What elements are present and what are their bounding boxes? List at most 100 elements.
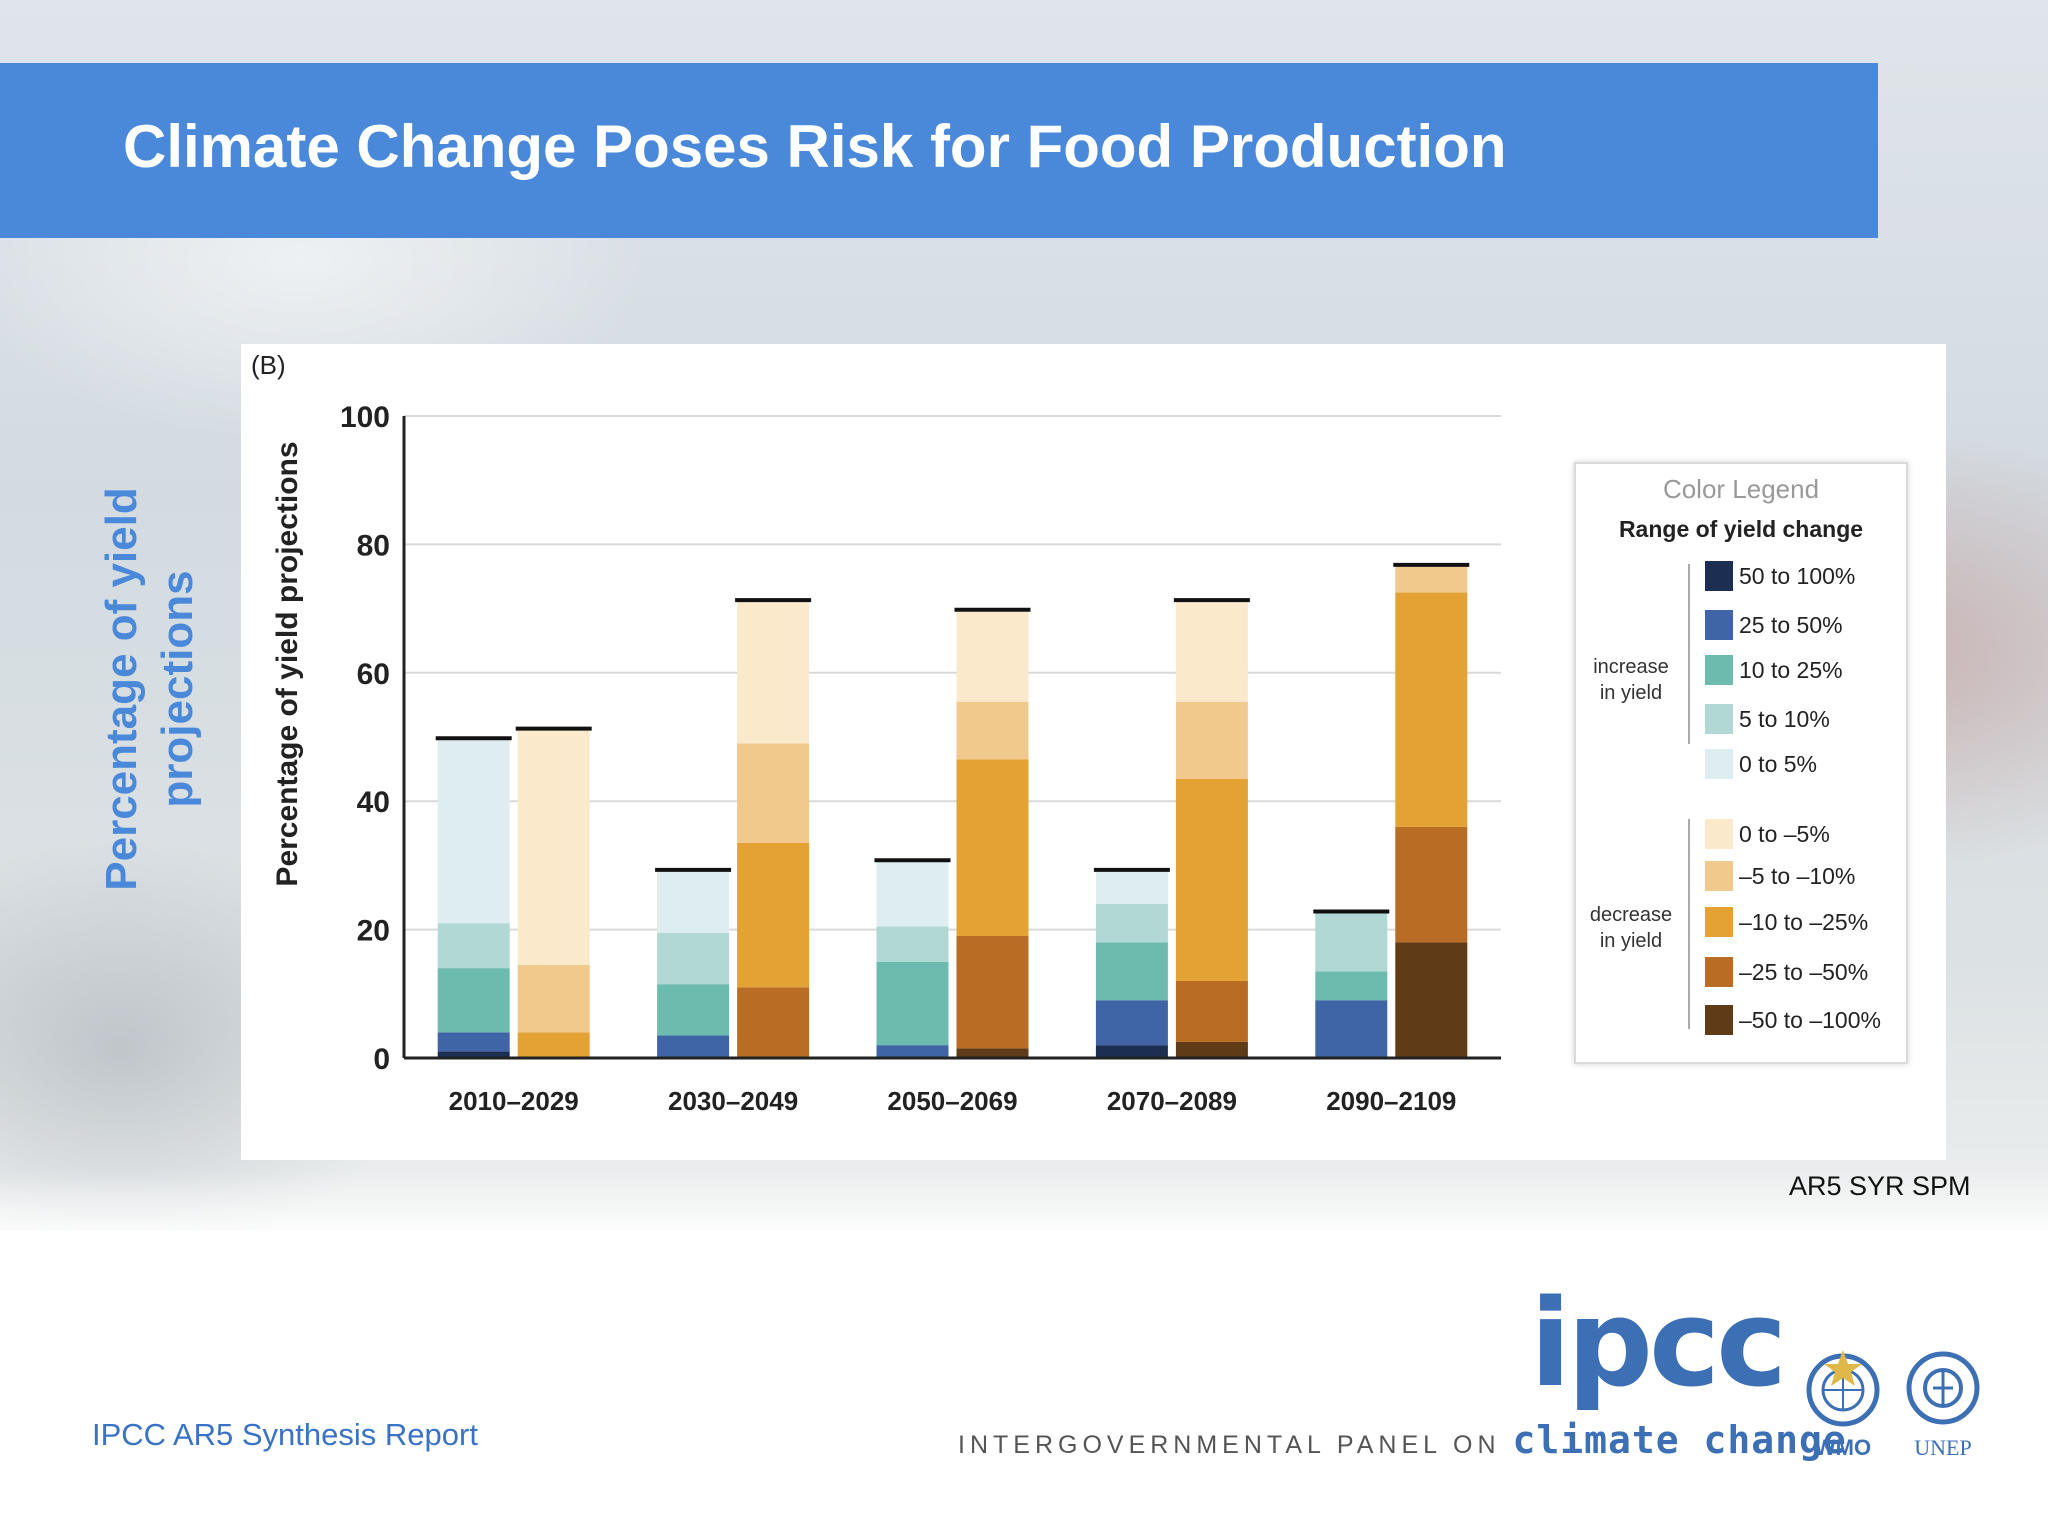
legend-label: 5 to 10%	[1739, 705, 1830, 732]
color-legend: Color Legend Range of yield change 50 to…	[1574, 462, 1908, 1064]
bar-segment-increase	[1315, 971, 1388, 1001]
decrease-arrow	[1688, 819, 1690, 1029]
bar-segment-decrease	[1175, 1041, 1248, 1058]
y-tick-label: 80	[357, 529, 390, 562]
legend-label: 25 to 50%	[1739, 611, 1843, 638]
stacked-bar-chart: (B) Percentage of yield projections 0 20 4…	[251, 350, 1501, 1116]
legend-label: 0 to –5%	[1739, 820, 1830, 847]
bar-segment-decrease	[956, 936, 1029, 1049]
legend-swatch	[1705, 861, 1733, 891]
bar-segment-increase	[876, 1045, 949, 1058]
legend-item: 25 to 50%	[1705, 610, 1843, 640]
bar-segment-increase	[1315, 1000, 1388, 1058]
x-category-label: 2050–2069	[887, 1086, 1017, 1116]
y-tick-labels: 0 20 40 60 80 100	[340, 401, 390, 1076]
bar-segment-decrease	[517, 730, 590, 965]
bar-segment-decrease	[956, 1048, 1029, 1058]
bar-segment-increase	[1095, 1045, 1168, 1058]
x-category-label: 2070–2089	[1107, 1086, 1237, 1116]
bar-segment-decrease	[1395, 942, 1468, 1058]
source-note: AR5 SYR SPM	[1789, 1171, 1971, 1201]
bar-segment-decrease	[517, 1032, 590, 1058]
bar-segment-increase	[437, 968, 510, 1033]
bar-segment-decrease	[1175, 980, 1248, 1042]
legend-item: 0 to –5%	[1705, 819, 1830, 849]
legend-group-decrease: decrease in yield	[1589, 904, 1673, 952]
legend-swatch	[1705, 749, 1733, 779]
bar-segment-increase	[437, 1032, 510, 1052]
unep-logo: UNEP	[1900, 1348, 1986, 1460]
bar-segment-decrease	[737, 987, 810, 1058]
y-tick-label: 20	[357, 915, 390, 948]
y-tick-label: 40	[357, 786, 390, 819]
bar-segment-increase	[1095, 871, 1168, 904]
y-tick-label: 60	[357, 658, 390, 691]
legend-label: 0 to 5%	[1739, 750, 1817, 777]
legend-swatch	[1705, 819, 1733, 849]
legend-item: –25 to –50%	[1705, 957, 1868, 987]
bar-segment-increase	[876, 961, 949, 1046]
ipcc-logo: ipcc	[1530, 1275, 1787, 1414]
ipcc-tagline-text: INTERGOVERNMENTAL PANEL ON	[958, 1431, 1501, 1459]
bar-segment-increase	[1315, 913, 1388, 972]
bar-segment-increase	[876, 862, 949, 927]
bar-segment-decrease	[956, 759, 1029, 937]
legend-label: –5 to –10%	[1739, 862, 1856, 889]
bar-segment-decrease	[737, 602, 810, 744]
legend-item: –5 to –10%	[1705, 861, 1855, 891]
legend-label: –10 to –25%	[1739, 908, 1869, 935]
panel-label: (B)	[251, 350, 286, 380]
bar-segment-increase	[437, 740, 510, 924]
x-category-label: 2090–2109	[1326, 1086, 1456, 1116]
bars	[435, 562, 1470, 1058]
legend-title: Color Legend	[1662, 474, 1820, 504]
bar-segment-increase	[657, 871, 730, 933]
ipcc-tagline: INTERGOVERNMENTAL PANEL ON climate chang…	[958, 1418, 1847, 1462]
legend-swatch	[1705, 907, 1733, 937]
slide-title: Climate Change Poses Risk for Food Produ…	[123, 113, 1507, 180]
bar-segment-decrease	[737, 743, 810, 843]
legend-group-increase: increase in yield	[1593, 656, 1669, 704]
bar-segment-increase	[657, 932, 730, 985]
bar-segment-increase	[1095, 1000, 1168, 1046]
x-category-label: 2010–2029	[449, 1086, 579, 1116]
increase-arrow	[1688, 564, 1690, 744]
legend-label: –50 to –100%	[1739, 1006, 1881, 1033]
bar-segment-decrease	[956, 701, 1029, 760]
legend-item: 5 to 10%	[1705, 704, 1830, 734]
bar-segment-increase	[1095, 903, 1168, 943]
y-tick-label: 0	[373, 1043, 390, 1076]
background-fade	[0, 1170, 2048, 1250]
bar-segment-increase	[1095, 942, 1168, 1001]
legend-item: –50 to –100%	[1705, 1005, 1881, 1035]
x-category-labels: 2010–2029 2030–2049 2050–2069 2070–2089 2090…	[449, 1086, 1457, 1116]
legend-swatch	[1705, 1005, 1733, 1035]
wmo-emblem-icon	[1806, 1350, 1880, 1427]
legend-item: –10 to –25%	[1705, 907, 1868, 937]
legend-item: 10 to 25%	[1705, 655, 1843, 685]
bar-segment-increase	[437, 923, 510, 969]
legend-item: 50 to 100%	[1705, 561, 1855, 591]
bar-segment-decrease	[1395, 592, 1468, 827]
unep-label: UNEP	[1914, 1435, 1972, 1460]
bar-segment-decrease	[737, 842, 810, 988]
bar-segment-increase	[657, 1035, 730, 1058]
legend-swatch	[1705, 957, 1733, 987]
legend-swatch	[1705, 704, 1733, 734]
bar-segment-decrease	[1175, 602, 1248, 702]
wmo-label: WMO	[1814, 1435, 1872, 1460]
unep-emblem-icon	[1906, 1351, 1980, 1425]
legend-item: 0 to 5%	[1705, 749, 1817, 779]
y-axis-label: Percentage of yield projections	[271, 441, 304, 886]
bar-segment-decrease	[956, 611, 1029, 702]
legend-swatch	[1705, 610, 1733, 640]
bar-segment-decrease	[517, 964, 590, 1033]
bar-segment-decrease	[1175, 701, 1248, 779]
bar-segment-increase	[437, 1051, 510, 1058]
legend-label: 10 to 25%	[1739, 656, 1843, 683]
legend-label: 50 to 100%	[1739, 562, 1856, 589]
ipcc-tagline-highlight: climate change	[1512, 1418, 1847, 1462]
legend-subtitle: Range of yield change	[1618, 516, 1864, 542]
bar-segment-increase	[657, 984, 730, 1036]
title-bar	[0, 63, 1878, 238]
